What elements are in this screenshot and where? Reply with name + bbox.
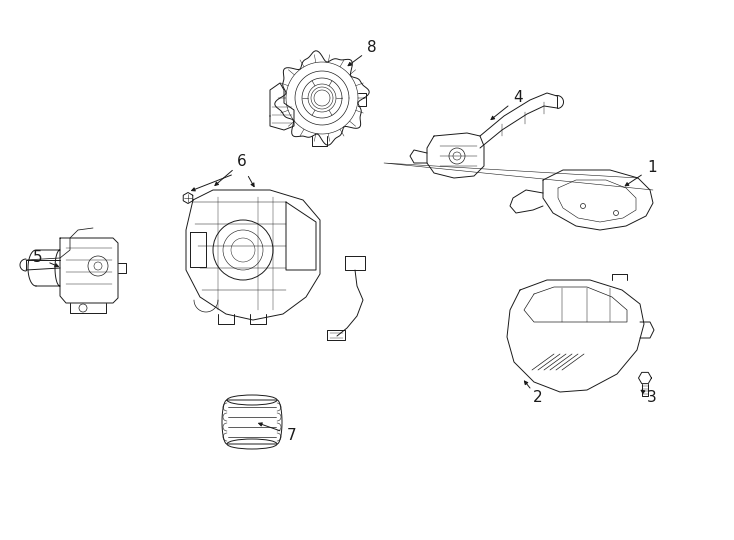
Text: 6: 6 bbox=[237, 154, 247, 170]
Text: 3: 3 bbox=[647, 390, 657, 406]
Text: 4: 4 bbox=[513, 91, 523, 105]
Text: 2: 2 bbox=[533, 390, 543, 406]
Text: 7: 7 bbox=[287, 428, 297, 442]
Text: 8: 8 bbox=[367, 40, 377, 56]
Text: 5: 5 bbox=[33, 251, 43, 266]
Text: 1: 1 bbox=[647, 160, 657, 176]
